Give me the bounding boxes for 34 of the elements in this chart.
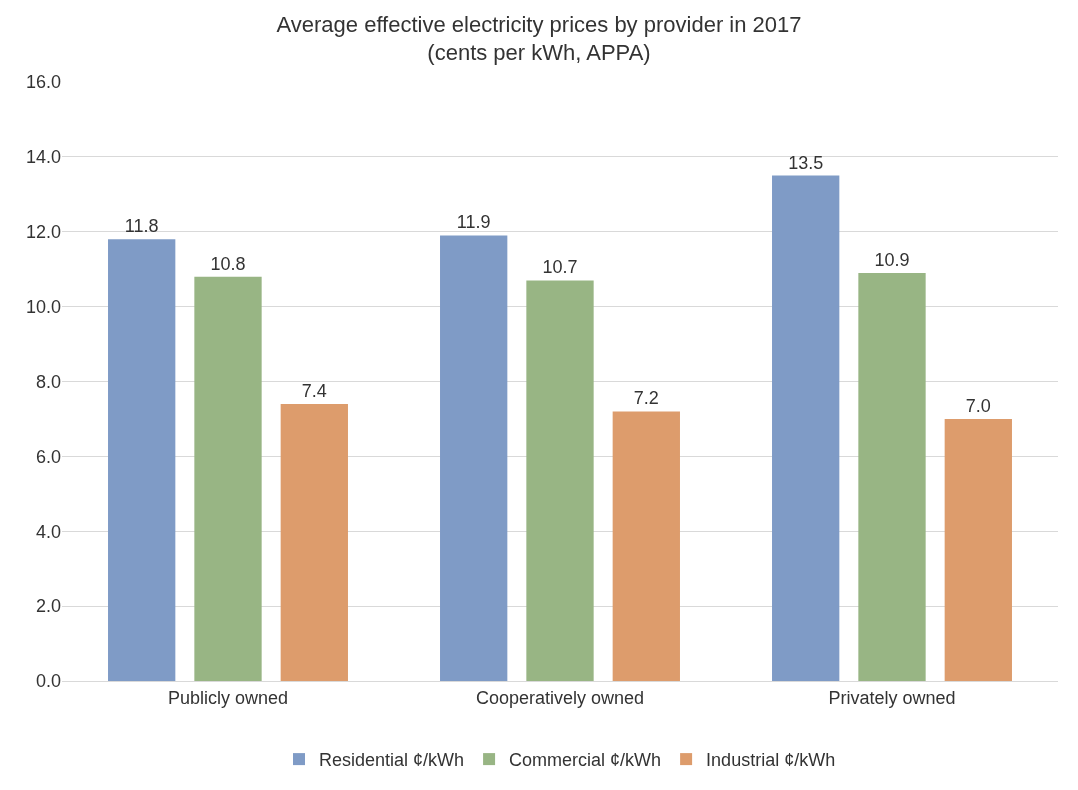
- bar: [440, 235, 508, 681]
- y-tick-label: 16.0: [25, 72, 61, 93]
- chart-title: Average effective electricity prices by provider in 2017 (cents per kWh, APPA): [276, 11, 802, 66]
- y-tick-label: 14.0: [25, 147, 61, 168]
- data-label: 7.4: [301, 380, 327, 401]
- data-label: 10.8: [210, 253, 246, 274]
- bar: [772, 175, 840, 681]
- x-tick-label: Publicly owned: [167, 687, 289, 708]
- legend-label: Commercial ¢/kWh: [509, 750, 662, 771]
- y-tick-label: 2.0: [35, 596, 61, 617]
- data-label: 13.5: [788, 152, 824, 173]
- x-tick-label: Cooperatively owned: [475, 687, 645, 708]
- data-label: 11.8: [124, 216, 159, 237]
- data-label: 11.9: [456, 212, 491, 233]
- y-tick-label: 0.0: [35, 671, 61, 692]
- y-tick-label: 6.0: [35, 446, 61, 467]
- bar: [108, 239, 176, 681]
- data-label: 10.7: [542, 257, 578, 278]
- bar: [944, 418, 1012, 681]
- x-tick-label: Privately owned: [828, 687, 956, 708]
- data-label: 7.0: [965, 395, 991, 416]
- y-tick-label: 10.0: [25, 296, 61, 317]
- y-tick-label: 12.0: [25, 222, 61, 243]
- bar: [612, 411, 680, 681]
- y-tick-label: 8.0: [35, 371, 61, 392]
- data-label: 7.2: [633, 388, 659, 409]
- bar: [280, 403, 348, 681]
- bar: [526, 280, 594, 681]
- bar: [194, 276, 262, 681]
- legend-label: Residential ¢/kWh: [319, 750, 465, 771]
- legend-label: Industrial ¢/kWh: [706, 750, 836, 771]
- y-tick-label: 4.0: [35, 521, 61, 542]
- bar: [858, 272, 926, 681]
- data-label: 10.9: [874, 249, 910, 270]
